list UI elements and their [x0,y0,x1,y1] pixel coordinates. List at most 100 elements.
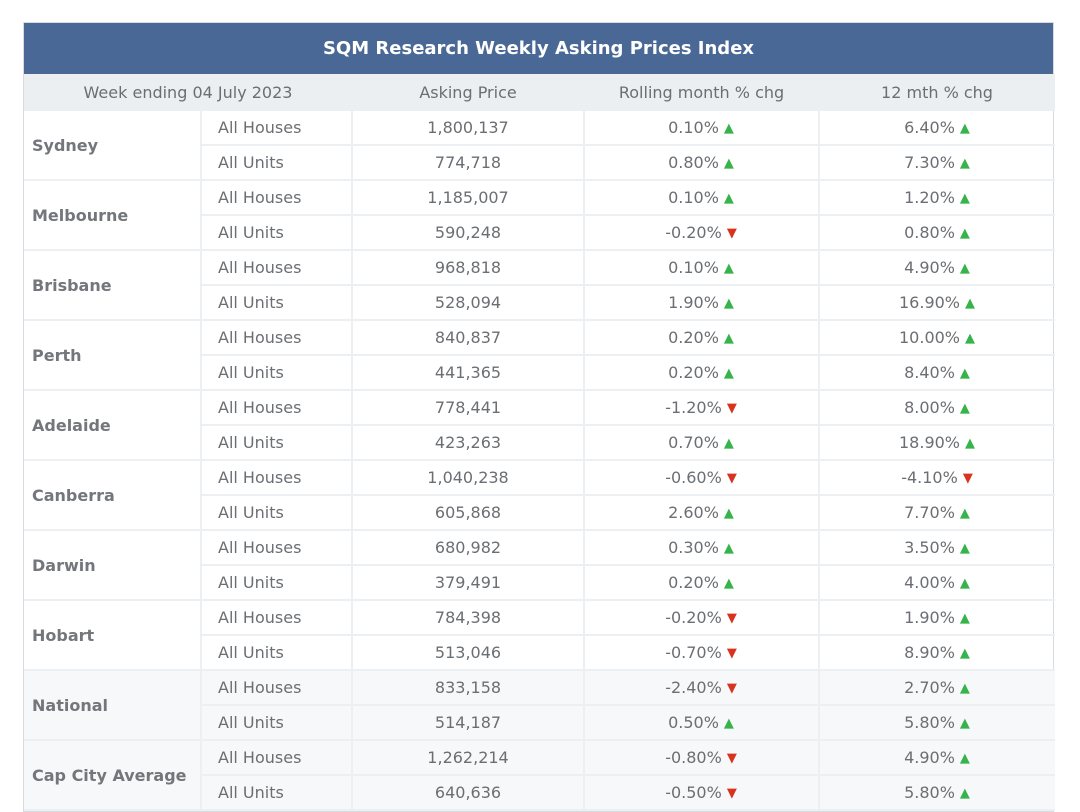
table-row: Brisbane All Houses 968,818 0.10% ▲ 4.90% ▲ [24,250,1056,321]
up-arrow-icon: ▲ [965,296,976,311]
annual-change: 6.40% ▲ [819,111,1056,146]
table-row: All Units 590,248 -0.20% ▼ 0.80% ▲ [24,215,1056,251]
table-row: Cap City Average All Houses 1,262,214 -0.80… [24,740,1056,811]
asking-price-header: Asking Price [352,74,585,111]
annual-change: 1.20% ▲ [819,180,1056,216]
annual-change: 16.90% ▲ [819,285,1056,321]
annual-change-text: 10.00% [899,328,961,347]
up-arrow-icon: ▲ [965,331,976,346]
week-header: Week ending 04 July 2023 [24,74,353,111]
dwelling-type: All Houses [201,670,354,706]
up-arrow-icon: ▲ [723,191,734,206]
annual-change-text: -4.10% [901,468,958,487]
annual-change: 8.40% ▲ [819,355,1056,391]
table-row: All Units 423,263 0.70% ▲ 18.90% ▲ [24,425,1056,461]
asking-price-value: 1,262,214 [352,740,586,776]
rolling-month-header: Rolling month % chg [584,74,820,111]
up-arrow-icon: ▲ [959,611,970,626]
rolling-month-change-text: -0.70% [665,643,722,662]
rolling-month-change-text: 0.20% [668,573,719,592]
rolling-month-change-text: 0.80% [668,153,719,172]
asking-price-value: 1,185,007 [352,180,586,216]
rolling-month-change-text: 0.10% [668,188,719,207]
rolling-month-change: -0.60% ▼ [584,460,821,496]
annual-change: 4.90% ▲ [819,740,1056,776]
asking-prices-table-container: SQM Research Weekly Asking Prices Index … [23,22,1056,812]
rolling-month-change: -0.20% ▼ [584,600,821,636]
asking-price-value: 680,982 [352,530,586,566]
rolling-month-change: 0.20% ▲ [584,565,821,601]
city-name: Perth [24,320,202,391]
table-row: All Units 379,491 0.20% ▲ 4.00% ▲ [24,565,1056,601]
up-arrow-icon: ▲ [959,191,970,206]
asking-price-value: 423,263 [352,425,586,461]
annual-change-text: 0.80% [904,223,955,242]
city-name: Melbourne [24,180,202,251]
rolling-month-change: 0.10% ▲ [584,250,821,286]
up-arrow-icon: ▲ [959,716,970,731]
up-arrow-icon: ▲ [959,156,970,171]
down-arrow-icon: ▼ [726,646,737,661]
dwelling-type: All Houses [201,740,354,776]
annual-change-text: 18.90% [899,433,961,452]
table-row: All Units 605,868 2.60% ▲ 7.70% ▲ [24,495,1056,531]
rolling-month-change: 0.20% ▲ [584,320,821,356]
city-name: Brisbane [24,250,202,321]
rolling-month-change-text: 0.10% [668,118,719,137]
rolling-month-change-text: 1.90% [668,293,719,312]
annual-change-text: 8.90% [904,643,955,662]
asking-price-value: 590,248 [352,215,586,251]
rolling-month-change-text: -0.20% [665,223,722,242]
annual-change-header: 12 mth % chg [819,74,1056,111]
dwelling-type: All Units [201,495,354,531]
down-arrow-icon: ▼ [726,226,737,241]
annual-change-text: 7.70% [904,503,955,522]
rolling-month-change: 0.20% ▲ [584,355,821,391]
dwelling-type: All Units [201,565,354,601]
dwelling-type: All Houses [201,180,354,216]
asking-price-value: 640,636 [352,775,586,811]
asking-price-value: 778,441 [352,390,586,426]
rolling-month-change-text: -1.20% [665,398,722,417]
annual-change-text: 2.70% [904,678,955,697]
annual-change: 18.90% ▲ [819,425,1056,461]
table-row: Hobart All Houses 784,398 -0.20% ▼ 1.90% ▲ [24,600,1056,671]
up-arrow-icon: ▲ [959,541,970,556]
annual-change-text: 8.00% [904,398,955,417]
annual-change: 7.30% ▲ [819,145,1056,181]
up-arrow-icon: ▲ [723,506,734,521]
annual-change-text: 7.30% [904,153,955,172]
dwelling-type: All Units [201,285,354,321]
up-arrow-icon: ▲ [723,366,734,381]
table-row: Canberra All Houses 1,040,238 -0.60% ▼ -4.10%… [24,460,1056,531]
annual-change: 4.00% ▲ [819,565,1056,601]
down-arrow-icon: ▼ [726,611,737,626]
up-arrow-icon: ▲ [723,261,734,276]
rolling-month-change-text: -0.60% [665,468,722,487]
down-arrow-icon: ▼ [726,786,737,801]
up-arrow-icon: ▲ [959,226,970,241]
rolling-month-change-text: 2.60% [668,503,719,522]
table-row: Melbourne All Houses 1,185,007 0.10% ▲ 1.20% ▲ [24,180,1056,251]
city-name: Canberra [24,460,202,531]
rolling-month-change: -0.70% ▼ [584,635,821,671]
dwelling-type: All Houses [201,250,354,286]
dwelling-type: All Units [201,145,354,181]
up-arrow-icon: ▲ [959,401,970,416]
up-arrow-icon: ▲ [723,331,734,346]
up-arrow-icon: ▲ [723,436,734,451]
annual-change-text: 6.40% [904,118,955,137]
header-row: Week ending 04 July 2023 Asking Price Ro… [24,74,1056,111]
asking-price-value: 441,365 [352,355,586,391]
annual-change: -4.10% ▼ [819,460,1056,496]
annual-change: 8.00% ▲ [819,390,1056,426]
annual-change-text: 4.90% [904,748,955,767]
city-name: Adelaide [24,390,202,461]
annual-change: 3.50% ▲ [819,530,1056,566]
asking-price-value: 514,187 [352,705,586,741]
down-arrow-icon: ▼ [726,401,737,416]
dwelling-type: All Houses [201,530,354,566]
rolling-month-change: 0.80% ▲ [584,145,821,181]
annual-change: 1.90% ▲ [819,600,1056,636]
rolling-month-change-text: 0.10% [668,258,719,277]
